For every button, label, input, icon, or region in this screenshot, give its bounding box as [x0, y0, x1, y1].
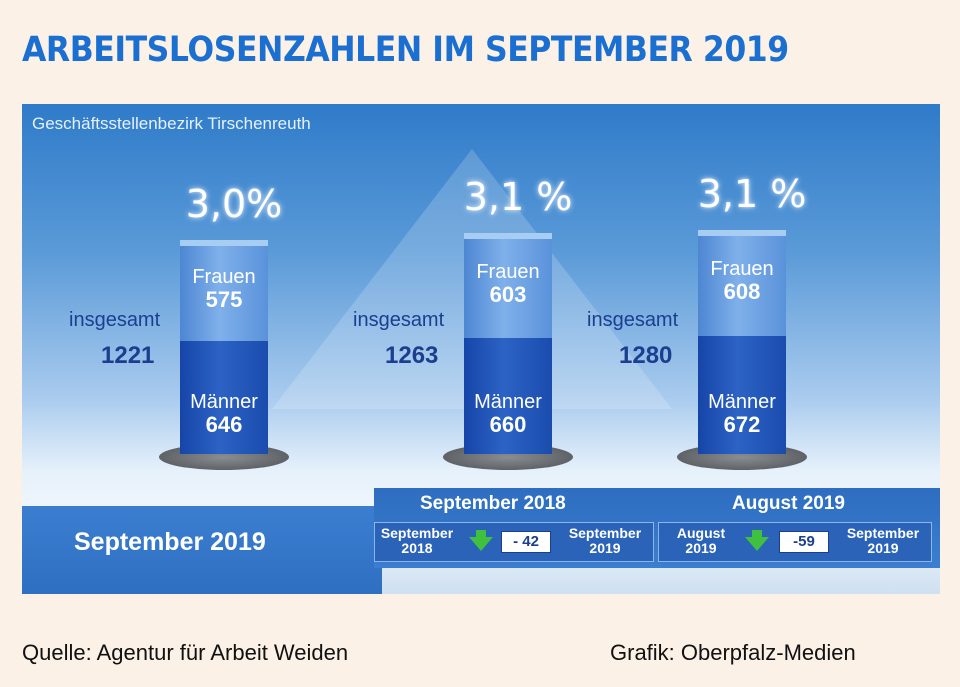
total-value: 1280 — [619, 342, 673, 369]
women-segment: Frauen 608 — [698, 230, 786, 337]
men-label: Männer — [190, 390, 258, 413]
comparison-diff-2: -59 — [779, 531, 829, 553]
comparison-title-1: September 2018 — [420, 493, 566, 514]
comparison-to-1: September 2019 — [568, 525, 642, 556]
stacked-bar: Frauen 608 Männer 672 — [698, 230, 786, 454]
men-value: 646 — [205, 411, 243, 437]
down-arrow-icon — [745, 529, 769, 553]
comparison-title-2: August 2019 — [732, 493, 845, 514]
men-segment: Männer 646 — [180, 340, 268, 454]
comparison-from-2: August 2019 — [676, 525, 726, 556]
bar-top-cap — [464, 232, 552, 239]
chart-subtitle: Geschäftsstellenbezirk Tirschenreuth — [32, 114, 311, 133]
women-segment: Frauen 575 — [180, 240, 268, 341]
stacked-bar: Frauen 603 Männer 660 — [464, 232, 552, 454]
total-value: 1263 — [385, 342, 439, 369]
women-label: Frauen — [710, 258, 774, 281]
bar-top-cap — [698, 230, 786, 236]
women-value: 608 — [723, 279, 761, 305]
men-label: Männer — [708, 390, 776, 413]
comparison-box-2: August 2019 -59 September 2019 — [658, 522, 932, 562]
current-month-label: September 2019 — [74, 528, 266, 556]
women-label: Frauen — [476, 260, 540, 283]
women-segment: Frauen 603 — [464, 232, 552, 339]
comparison-from-1: September 2018 — [380, 525, 454, 556]
women-value: 575 — [205, 286, 243, 312]
men-value: 660 — [489, 411, 527, 437]
total-label: insgesamt — [69, 309, 161, 331]
total-value: 1221 — [101, 342, 155, 369]
rate-label: 3,1 % — [697, 172, 807, 216]
women-value: 603 — [489, 281, 527, 307]
men-segment: Männer 672 — [698, 336, 786, 454]
rate-label: 3,1 % — [463, 174, 573, 219]
bar-top-cap — [180, 240, 268, 247]
comparison-box-1: September 2018 - 42 September 2019 — [374, 522, 654, 562]
chart-panel: Geschäftsstellenbezirk Tirschenreuth Sep… — [22, 104, 940, 594]
rate-label: 3,0% — [185, 182, 283, 227]
total-label: insgesamt — [353, 309, 445, 331]
current-month-band — [22, 506, 382, 594]
stacked-bar: Frauen 575 Männer 646 — [180, 240, 268, 454]
source-note: Quelle: Agentur für Arbeit Weiden — [22, 640, 349, 665]
graphic-credit: Grafik: Oberpfalz-Medien — [610, 640, 856, 665]
down-arrow-icon — [469, 529, 493, 553]
men-segment: Männer 660 — [464, 338, 552, 454]
comparison-diff-1: - 42 — [501, 531, 551, 553]
comparison-to-2: September 2019 — [846, 525, 920, 556]
total-label: insgesamt — [587, 309, 679, 331]
men-value: 672 — [723, 411, 761, 437]
men-label: Männer — [474, 390, 542, 413]
chart-title: ARBEITSLOSENZAHLEN IM SEPTEMBER 2019 — [22, 30, 789, 70]
women-label: Frauen — [192, 265, 256, 288]
